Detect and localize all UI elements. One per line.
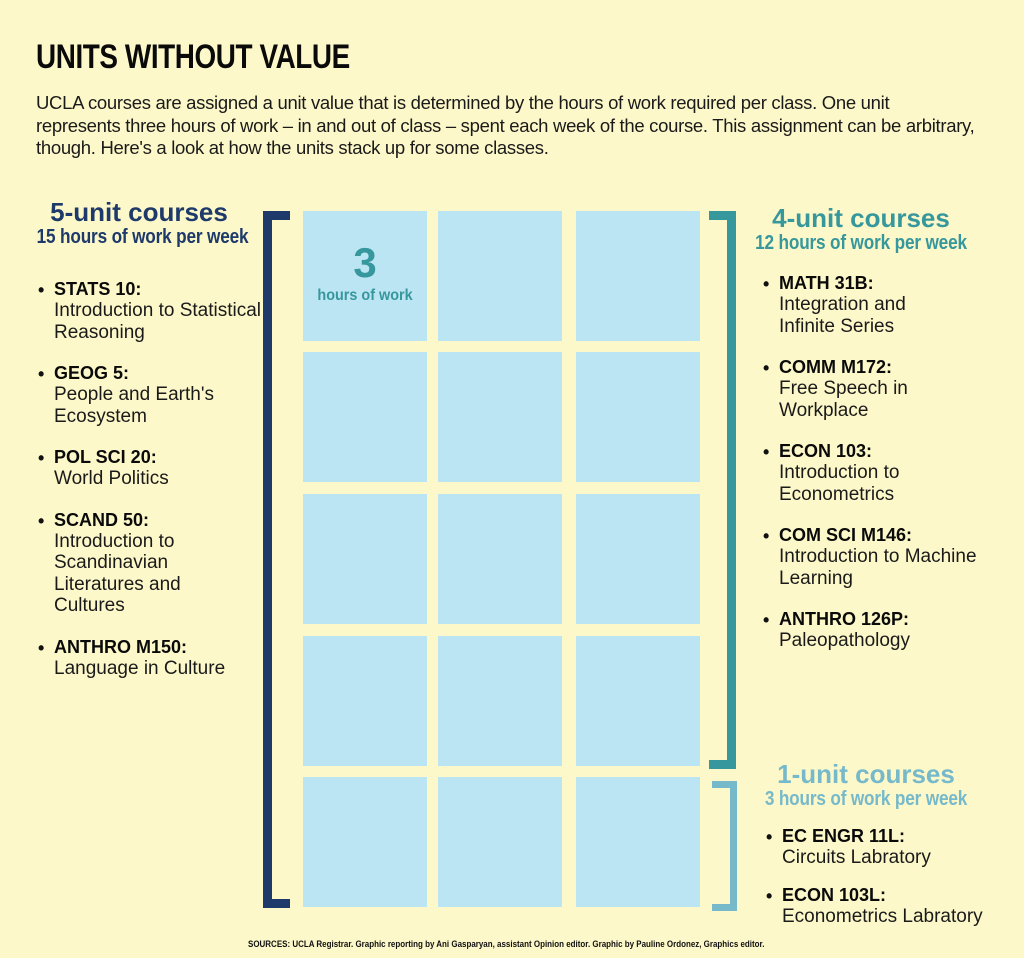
bullet-icon: • bbox=[38, 280, 45, 300]
bullet-icon: • bbox=[38, 448, 45, 468]
hour-block bbox=[438, 211, 562, 341]
course-code: GEOG 5: bbox=[54, 363, 130, 383]
four-unit-bracket bbox=[709, 211, 736, 769]
course-code: STATS 10: bbox=[54, 279, 142, 299]
course-item: • SCAND 50: Introduction to Scandinavian… bbox=[36, 510, 284, 617]
hour-block bbox=[438, 636, 562, 766]
hour-block bbox=[576, 352, 700, 482]
course-name: Introduction to Econometrics bbox=[779, 462, 900, 505]
bullet-icon: • bbox=[38, 637, 45, 658]
course-item: • STATS 10: Introduction to Statistical … bbox=[36, 279, 284, 343]
course-name: Integration and Infinite Series bbox=[779, 294, 906, 337]
five-unit-title: 5-unit courses bbox=[50, 197, 228, 227]
course-code: POL SCI 20: bbox=[54, 447, 157, 467]
course-name: People and Earth's Ecosystem bbox=[54, 384, 214, 427]
four-unit-course-list: • MATH 31B: Integration and Infinite Ser… bbox=[761, 273, 1009, 672]
four-unit-subtitle: 12 hours of work per week bbox=[755, 232, 967, 254]
four-unit-header: 4-unit courses 12 hours of work per week bbox=[736, 204, 986, 254]
bullet-icon: • bbox=[38, 510, 45, 531]
course-item: • COM SCI M146: Introduction to Machine … bbox=[761, 525, 1009, 589]
course-name: Language in Culture bbox=[54, 657, 226, 679]
course-name: Circuits Labratory bbox=[782, 847, 931, 868]
hour-block bbox=[438, 494, 562, 624]
five-unit-course-list: • STATS 10: Introduction to Statistical … bbox=[36, 279, 284, 699]
hour-block bbox=[303, 494, 427, 624]
course-item: • ANTHRO 126P: Paleopathology bbox=[761, 609, 1009, 652]
hour-block bbox=[576, 494, 700, 624]
bullet-icon: • bbox=[763, 274, 770, 294]
hours-number: 3 bbox=[353, 239, 377, 286]
course-code: ANTHRO 126P: bbox=[779, 609, 910, 629]
course-code: EC ENGR 11L: bbox=[782, 826, 906, 846]
course-name: World Politics bbox=[54, 468, 169, 489]
course-item: • COMM M172: Free Speech in Workplace bbox=[761, 357, 1009, 421]
bullet-icon: • bbox=[766, 827, 773, 847]
hour-block bbox=[576, 636, 700, 766]
one-unit-title: 1-unit courses bbox=[777, 759, 955, 789]
bullet-icon: • bbox=[763, 526, 770, 546]
course-code: ECON 103L: bbox=[782, 884, 887, 905]
bullet-icon: • bbox=[763, 610, 770, 630]
course-name: Introduction to Statistical Reasoning bbox=[54, 300, 261, 343]
course-code: SCAND 50: bbox=[54, 509, 150, 530]
five-unit-subtitle: 15 hours of work per week bbox=[36, 226, 249, 248]
course-item: • EC ENGR 11L: Circuits Labratory bbox=[764, 826, 1012, 869]
hour-block bbox=[438, 777, 562, 907]
hours-grid: 3 hours of work bbox=[303, 211, 700, 908]
one-unit-course-list: • EC ENGR 11L: Circuits Labratory • ECON… bbox=[764, 826, 1012, 947]
course-name: Free Speech in Workplace bbox=[779, 378, 908, 421]
course-code: COM SCI M146: bbox=[779, 525, 913, 545]
sources-footer: SOURCES: UCLA Registrar. Graphic reporti… bbox=[248, 939, 765, 950]
course-name: Paleopathology bbox=[779, 630, 910, 651]
one-unit-bracket bbox=[712, 781, 737, 911]
four-unit-title: 4-unit courses bbox=[772, 203, 950, 233]
hour-block bbox=[576, 211, 700, 341]
course-code: MATH 31B: bbox=[779, 273, 874, 293]
course-item: • ECON 103L: Econometrics Labratory bbox=[764, 885, 1012, 928]
hour-block bbox=[303, 352, 427, 482]
hour-block bbox=[576, 777, 700, 907]
course-name: Econometrics Labratory bbox=[782, 905, 983, 927]
bullet-icon: • bbox=[766, 885, 773, 906]
hours-label: hours of work bbox=[317, 287, 413, 304]
course-code: COMM M172: bbox=[779, 357, 893, 377]
course-item: • ECON 103: Introduction to Econometrics bbox=[761, 441, 1009, 505]
course-item: • GEOG 5: People and Earth's Ecosystem bbox=[36, 363, 284, 427]
hour-block: 3 hours of work bbox=[303, 211, 427, 341]
one-unit-header: 1-unit courses 3 hours of work per week bbox=[748, 760, 984, 810]
five-unit-bracket bbox=[263, 211, 290, 908]
one-unit-subtitle: 3 hours of work per week bbox=[764, 788, 968, 810]
course-item: • POL SCI 20: World Politics bbox=[36, 447, 284, 490]
course-name: Introduction to Scandinavian Literatures… bbox=[54, 530, 181, 617]
page-title: UNITS WITHOUT VALUE bbox=[36, 38, 350, 76]
course-item: • ANTHRO M150: Language in Culture bbox=[36, 637, 284, 680]
hour-block bbox=[303, 636, 427, 766]
five-unit-header: 5-unit courses 15 hours of work per week bbox=[20, 198, 258, 248]
course-name: Introduction to Machine Learning bbox=[779, 546, 977, 589]
intro-paragraph: UCLA courses are assigned a unit value t… bbox=[36, 92, 975, 158]
bullet-icon: • bbox=[763, 358, 770, 378]
hour-block bbox=[303, 777, 427, 907]
course-code: ANTHRO M150: bbox=[54, 636, 188, 657]
bullet-icon: • bbox=[763, 442, 770, 462]
course-item: • MATH 31B: Integration and Infinite Ser… bbox=[761, 273, 1009, 337]
bullet-icon: • bbox=[38, 364, 45, 384]
hour-block bbox=[438, 352, 562, 482]
course-code: ECON 103: bbox=[779, 441, 873, 461]
